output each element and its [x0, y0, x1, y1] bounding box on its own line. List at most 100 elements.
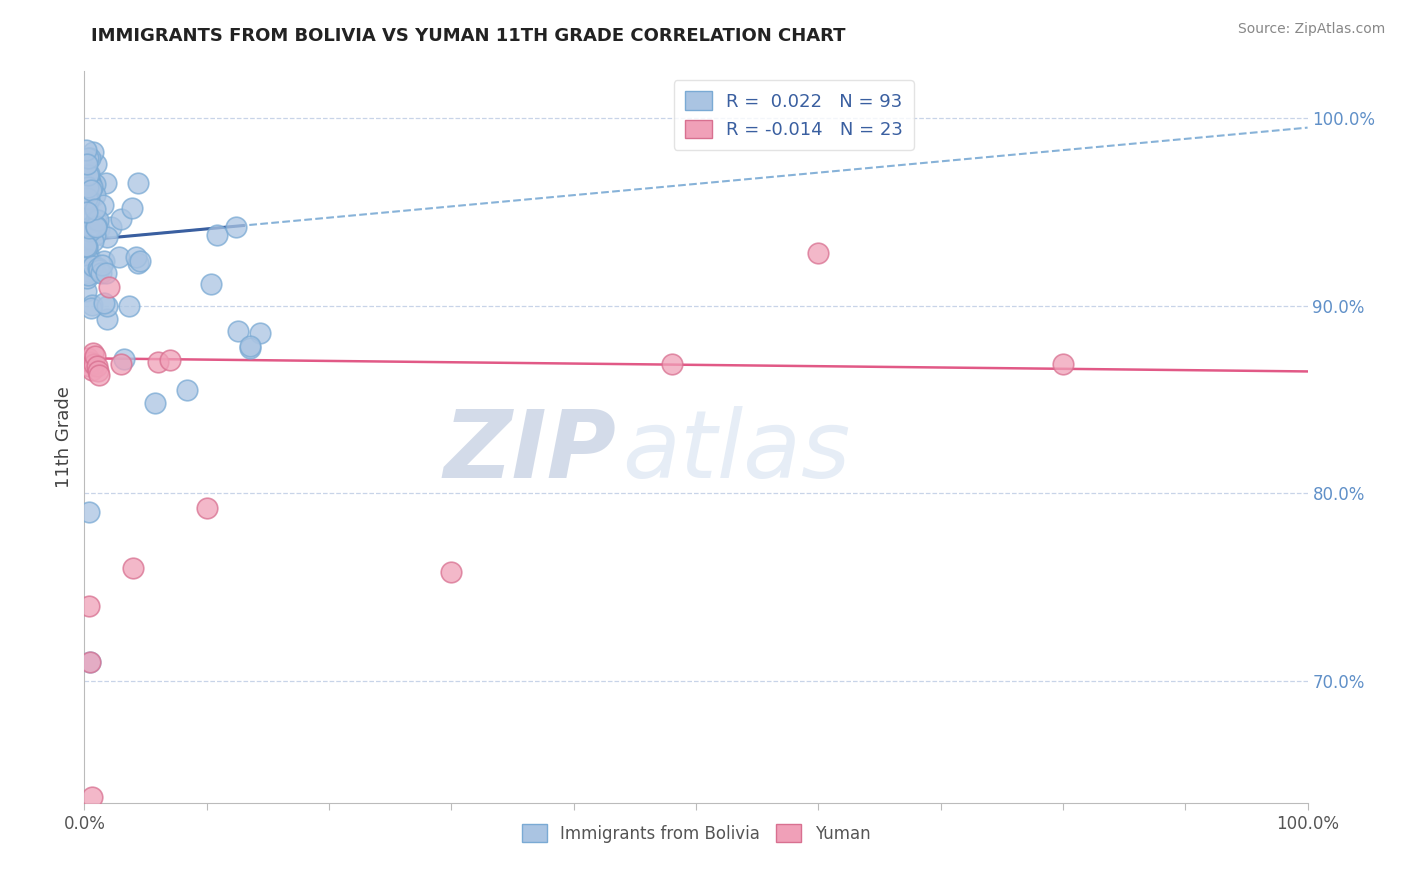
Point — [108, 251, 131, 265]
Point — [79, 192, 101, 206]
Point — [124, 250, 146, 264]
Point — [82, 234, 104, 248]
Point — [93, 253, 115, 268]
Point — [76, 201, 98, 215]
Point — [1052, 357, 1074, 371]
Point — [82, 179, 104, 194]
Point — [76, 203, 98, 218]
Point — [96, 230, 118, 244]
Point — [200, 277, 222, 291]
Point — [75, 284, 97, 298]
Point — [84, 188, 107, 202]
Point — [84, 218, 107, 232]
Point — [75, 240, 97, 254]
Point — [79, 181, 101, 195]
Text: IMMIGRANTS FROM BOLIVIA VS YUMAN 11TH GRADE CORRELATION CHART: IMMIGRANTS FROM BOLIVIA VS YUMAN 11TH GR… — [91, 27, 846, 45]
Point — [84, 202, 107, 216]
Point — [146, 355, 169, 369]
Point — [100, 219, 122, 234]
Point — [89, 222, 111, 236]
Point — [96, 311, 118, 326]
Point — [77, 268, 100, 282]
Point — [84, 265, 107, 279]
Point — [80, 301, 103, 315]
Point — [129, 253, 152, 268]
Point — [75, 143, 97, 157]
Legend: Immigrants from Bolivia, Yuman: Immigrants from Bolivia, Yuman — [515, 818, 877, 849]
Point — [76, 157, 98, 171]
Point — [118, 299, 141, 313]
Point — [239, 341, 262, 355]
Point — [75, 153, 97, 168]
Point — [77, 249, 100, 263]
Point — [79, 355, 101, 369]
Point — [159, 353, 181, 368]
Point — [91, 258, 114, 272]
Point — [110, 212, 132, 227]
Point — [86, 213, 108, 227]
Point — [440, 565, 463, 579]
Point — [75, 255, 97, 269]
Y-axis label: 11th Grade: 11th Grade — [55, 386, 73, 488]
Point — [76, 239, 98, 253]
Point — [225, 219, 247, 234]
Point — [75, 265, 97, 279]
Point — [76, 255, 98, 269]
Point — [77, 359, 100, 373]
Point — [79, 210, 101, 224]
Point — [112, 351, 135, 366]
Point — [83, 357, 105, 371]
Point — [239, 339, 262, 353]
Point — [77, 167, 100, 181]
Point — [82, 145, 104, 159]
Point — [82, 177, 104, 191]
Point — [76, 271, 98, 285]
Point — [84, 219, 107, 233]
Point — [80, 297, 103, 311]
Point — [76, 240, 98, 254]
Point — [77, 351, 100, 366]
Point — [96, 299, 118, 313]
Point — [94, 266, 117, 280]
Point — [79, 254, 101, 268]
Point — [77, 599, 100, 613]
Point — [76, 209, 98, 223]
Point — [76, 205, 98, 219]
Point — [84, 350, 107, 364]
Point — [79, 151, 101, 165]
Point — [79, 177, 101, 191]
Point — [79, 655, 101, 669]
Point — [79, 224, 101, 238]
Point — [84, 220, 107, 235]
Point — [83, 228, 105, 243]
Point — [77, 152, 100, 166]
Point — [76, 227, 98, 241]
Point — [80, 183, 103, 197]
Point — [80, 181, 103, 195]
Point — [143, 396, 166, 410]
Text: Source: ZipAtlas.com: Source: ZipAtlas.com — [1237, 22, 1385, 37]
Point — [76, 191, 98, 205]
Point — [176, 384, 198, 398]
Point — [91, 198, 114, 212]
Point — [122, 561, 145, 575]
Point — [79, 655, 101, 669]
Point — [96, 176, 118, 190]
Point — [77, 197, 100, 211]
Text: ZIP: ZIP — [443, 406, 616, 498]
Point — [82, 259, 104, 273]
Point — [226, 324, 249, 338]
Point — [195, 501, 218, 516]
Point — [76, 215, 98, 229]
Point — [121, 201, 143, 215]
Point — [661, 357, 683, 371]
Point — [77, 505, 100, 519]
Point — [80, 790, 103, 805]
Point — [86, 157, 108, 171]
Point — [82, 345, 104, 359]
Point — [77, 221, 100, 235]
Point — [80, 362, 103, 376]
Point — [93, 296, 115, 310]
Point — [249, 326, 271, 341]
Point — [76, 252, 98, 267]
